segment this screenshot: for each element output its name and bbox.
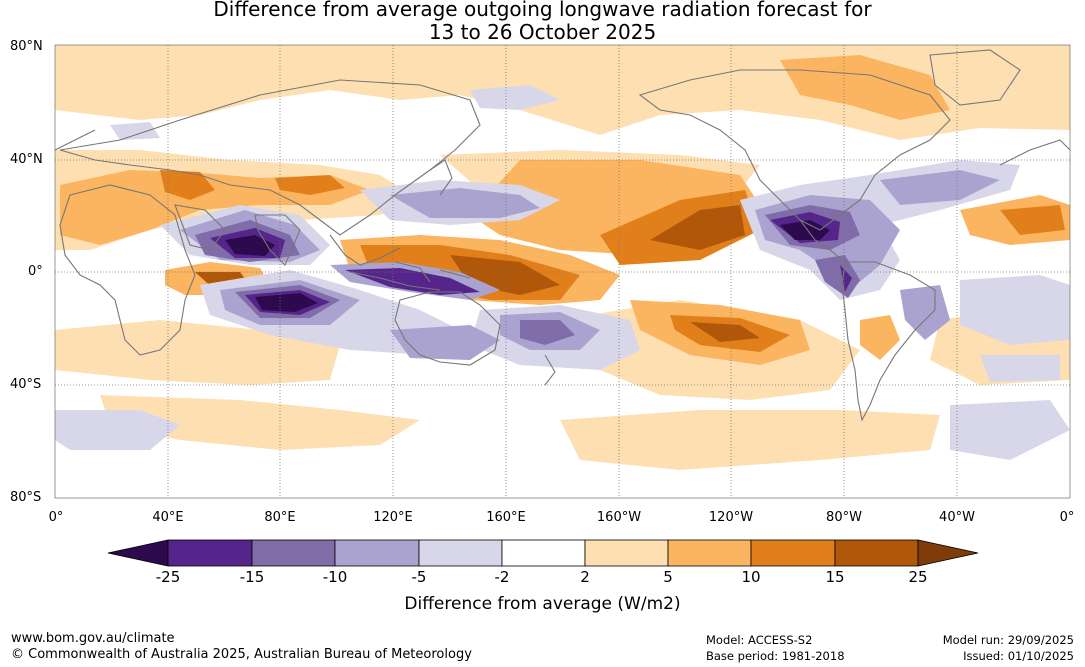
lat-label-80s: 80°S bbox=[10, 490, 42, 505]
lat-label-80n: 80°N bbox=[10, 39, 43, 54]
colorbar-tick: 10 bbox=[741, 568, 761, 586]
anomaly-region-maritime-deep-purple bbox=[345, 268, 480, 295]
footer-issued: Issued: 01/10/2025 bbox=[963, 649, 1074, 663]
colorbar-tick: -25 bbox=[155, 568, 181, 586]
colorbar-bin-3 bbox=[334, 539, 420, 567]
coast-south-america bbox=[841, 261, 936, 422]
colorbar-bin-6 bbox=[584, 539, 669, 567]
anomaly-region-southern-light-purple bbox=[55, 400, 1070, 460]
anomaly-region-australia-mid-purple bbox=[520, 320, 575, 345]
colorbar-tick: -5 bbox=[411, 568, 427, 586]
anomaly-field bbox=[55, 45, 1070, 498]
anomaly-region-west-atlantic-dark-orange bbox=[1000, 205, 1065, 235]
colorbar-label: Difference from average (W/m2) bbox=[404, 594, 681, 614]
coast-new-zealand bbox=[544, 354, 556, 386]
colorbar-tick: 15 bbox=[825, 568, 845, 586]
lat-label-40n: 40°N bbox=[10, 152, 43, 167]
colorbar-high-arrow bbox=[917, 539, 979, 567]
colorbar-bin-5 bbox=[501, 539, 586, 567]
graticule-grid bbox=[55, 45, 1070, 498]
anomaly-region-tibet-dark-orange bbox=[160, 170, 345, 200]
coast-eurasia bbox=[59, 79, 481, 236]
lon-label-80e: 80°E bbox=[264, 510, 296, 525]
colorbar-bin-7 bbox=[667, 539, 752, 567]
anomaly-region-west-pacific-purple bbox=[390, 188, 540, 218]
coast-central-america bbox=[799, 219, 846, 263]
lon-label-160w: 160°W bbox=[596, 510, 642, 525]
colorbar-tick: -10 bbox=[322, 568, 348, 586]
coast-india bbox=[254, 214, 301, 266]
anomaly-region-south-pacific-brown bbox=[690, 322, 760, 342]
footer-model-run: Model run: 29/09/2025 bbox=[942, 633, 1074, 647]
colorbar-low-arrow bbox=[107, 539, 169, 567]
anomaly-region-southern-ocean-light-orange bbox=[100, 395, 940, 470]
footer-copyright: © Commonwealth of Australia 2025, Austra… bbox=[11, 647, 472, 662]
coastline-outline bbox=[55, 49, 1070, 422]
map-title-line1: Difference from average outgoing longwav… bbox=[213, 0, 872, 21]
lat-label-equator: 0° bbox=[28, 264, 43, 279]
lon-label-40e: 40°E bbox=[152, 510, 184, 525]
anomaly-region-south-light-orange bbox=[55, 300, 1070, 400]
lon-label-0-west: 0° bbox=[48, 510, 64, 525]
colorbar-bin-8 bbox=[750, 539, 836, 567]
coast-greenland bbox=[929, 49, 1021, 106]
colorbar-bin-2 bbox=[251, 539, 336, 567]
colorbar-tick: 5 bbox=[663, 568, 673, 586]
colorbar bbox=[107, 539, 979, 567]
lat-label-40s: 40°S bbox=[10, 377, 42, 392]
lon-label-0-east: 0° bbox=[1059, 510, 1075, 525]
colorbar-tick: -15 bbox=[239, 568, 265, 586]
coast-africa bbox=[59, 184, 196, 356]
colorbar-bin-9 bbox=[834, 539, 919, 567]
anomaly-region-central-america-darkest-purple bbox=[780, 220, 830, 240]
colorbar-tick: -2 bbox=[494, 568, 510, 586]
anomaly-region-indian-ocean-darkest-purple bbox=[225, 235, 318, 312]
footer-base-period: Base period: 1981-2018 bbox=[706, 649, 845, 663]
lon-label-40w: 40°W bbox=[939, 510, 975, 525]
coast-australia bbox=[394, 291, 501, 366]
map-frame bbox=[54, 44, 1071, 499]
footer-website-link[interactable]: www.bom.gov.au/climate bbox=[11, 631, 175, 646]
coast-europe bbox=[55, 129, 1070, 166]
lon-label-80w: 80°W bbox=[826, 510, 862, 525]
coast-southeast-asia bbox=[329, 234, 401, 266]
anomaly-region-south-america-orange bbox=[860, 315, 900, 360]
footer-model: Model: ACCESS-S2 bbox=[706, 633, 813, 647]
coast-japan bbox=[429, 159, 453, 196]
lon-label-120w: 120°W bbox=[708, 510, 754, 525]
anomaly-region-north-band-light-purple bbox=[110, 85, 560, 140]
colorbar-bin-4 bbox=[418, 539, 503, 567]
anomaly-region-atlantic-light-purple bbox=[960, 275, 1070, 382]
map-title-line2: 13 to 26 October 2025 bbox=[428, 20, 657, 44]
colorbar-bin-1 bbox=[167, 539, 253, 567]
lon-label-120e: 120°E bbox=[373, 510, 413, 525]
coast-indonesia bbox=[349, 261, 471, 291]
coast-north-america bbox=[638, 69, 951, 231]
anomaly-region-east-pacific-brown bbox=[650, 205, 745, 250]
lon-label-160e: 160°E bbox=[486, 510, 526, 525]
colorbar-tick: 25 bbox=[908, 568, 928, 586]
coast-arabia bbox=[174, 204, 226, 251]
olr-anomaly-map bbox=[54, 44, 1071, 499]
colorbar-tick: 2 bbox=[580, 568, 590, 586]
